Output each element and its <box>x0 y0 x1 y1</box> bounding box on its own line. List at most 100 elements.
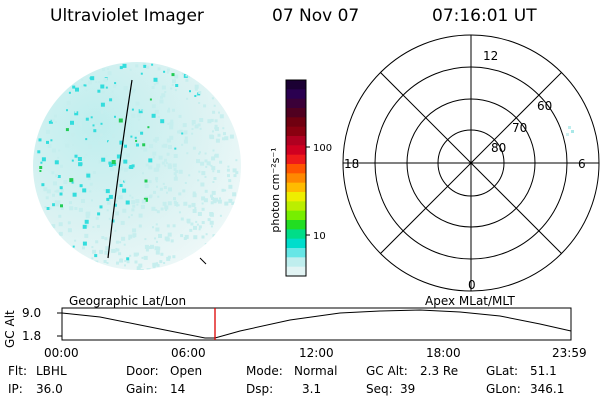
image-speckle <box>115 176 118 179</box>
mlt-label-12: 12 <box>483 49 498 63</box>
image-speckle <box>213 104 216 107</box>
image-speckle <box>115 240 119 244</box>
door-label: Door: <box>126 364 159 378</box>
image-speckle <box>176 204 179 207</box>
image-speckle <box>106 209 109 212</box>
image-speckle <box>212 130 214 133</box>
image-speckle <box>153 138 157 142</box>
image-speckle <box>233 201 236 205</box>
image-speckle <box>104 237 108 241</box>
image-speckle <box>214 127 219 131</box>
altitude-curve <box>61 309 572 339</box>
image-speckle <box>166 152 170 156</box>
image-speckle <box>82 241 87 246</box>
image-speckle <box>88 144 92 149</box>
colorbar-cell <box>286 173 306 184</box>
altitude-frame <box>61 307 572 341</box>
image-speckle <box>124 98 126 101</box>
uv-image-disk <box>33 62 241 270</box>
image-speckle <box>183 139 188 144</box>
image-speckle <box>130 135 133 138</box>
ip-value: 36.0 <box>36 382 63 396</box>
image-speckle <box>91 246 94 249</box>
image-speckle <box>153 83 156 86</box>
image-speckle <box>178 114 182 118</box>
image-speckle <box>111 248 116 253</box>
image-speckle <box>94 254 98 258</box>
image-speckle <box>175 170 179 173</box>
image-speckle <box>99 249 104 254</box>
image-speckle <box>124 264 126 267</box>
image-speckle <box>164 205 169 210</box>
image-speckle <box>149 144 154 149</box>
image-speckle <box>45 196 49 200</box>
image-speckle <box>201 202 204 205</box>
image-speckle <box>66 101 71 106</box>
polar-edge-glow <box>566 126 574 136</box>
image-speckle <box>145 163 149 167</box>
image-speckle <box>54 190 57 193</box>
image-speckle <box>157 195 160 198</box>
image-speckle <box>41 157 46 162</box>
colorbar-cell <box>286 108 306 118</box>
image-speckle <box>49 207 52 210</box>
image-speckle <box>69 206 74 211</box>
image-speckle <box>133 252 138 257</box>
image-speckle <box>100 102 105 107</box>
image-speckle <box>173 200 177 204</box>
image-speckle <box>185 237 188 239</box>
image-speckle <box>53 181 57 186</box>
image-speckle <box>160 119 165 124</box>
image-speckle <box>177 130 180 134</box>
image-speckle <box>131 196 134 199</box>
image-speckle <box>149 98 152 101</box>
image-speckle <box>214 124 218 128</box>
image-speckle <box>118 195 123 200</box>
image-speckle <box>145 248 149 252</box>
image-speckle <box>59 192 63 196</box>
image-speckle <box>70 116 74 120</box>
image-speckle <box>170 119 174 123</box>
image-speckle <box>166 138 171 143</box>
image-speckle <box>233 174 237 178</box>
image-speckle <box>56 189 60 193</box>
image-speckle <box>55 174 59 178</box>
image-speckle <box>60 189 64 192</box>
image-speckle <box>104 250 109 255</box>
image-speckle <box>201 221 205 224</box>
image-speckle <box>44 206 47 209</box>
image-speckle <box>148 158 153 163</box>
image-speckle <box>204 175 207 178</box>
image-speckle <box>113 249 117 253</box>
image-speckle <box>58 149 61 152</box>
image-speckle <box>150 244 154 249</box>
image-speckle <box>138 224 142 228</box>
image-speckle <box>155 178 158 181</box>
gain-value: 14 <box>170 382 186 396</box>
image-speckle <box>71 133 75 137</box>
image-speckle <box>74 207 78 210</box>
glon-value: 346.1 <box>530 382 565 396</box>
xtick-1200: 12:00 <box>299 346 334 360</box>
image-speckle <box>98 141 101 145</box>
image-speckle <box>71 159 74 162</box>
image-speckle <box>164 164 167 167</box>
image-speckle <box>135 139 138 142</box>
image-speckle <box>111 160 116 164</box>
image-speckle <box>91 199 93 202</box>
image-speckle <box>217 199 222 204</box>
image-speckle <box>87 104 90 107</box>
image-speckle <box>131 108 134 111</box>
image-speckle <box>169 135 174 140</box>
image-speckle <box>144 238 147 241</box>
image-speckle <box>192 193 197 198</box>
image-speckle <box>168 107 170 110</box>
image-speckle <box>146 268 151 270</box>
image-speckle <box>159 187 163 191</box>
image-speckle <box>136 203 139 206</box>
image-speckle <box>160 207 164 211</box>
image-speckle <box>235 159 238 162</box>
image-speckle <box>140 147 143 150</box>
image-speckle <box>68 91 71 94</box>
image-speckle <box>93 129 97 133</box>
